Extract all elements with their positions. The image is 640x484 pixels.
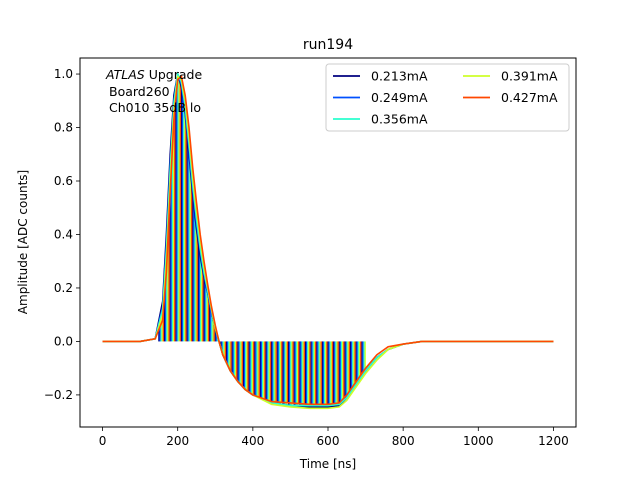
annotation-text: Upgrade xyxy=(145,67,203,82)
y-axis-label: Amplitude [ADC counts] xyxy=(16,170,30,314)
x-tick-label: 400 xyxy=(241,434,264,448)
annotation: ATLAS Upgrade Board260 Ch010 35dB lo xyxy=(105,67,202,115)
legend-label: 0.356mA xyxy=(371,112,428,127)
legend-label: 0.391mA xyxy=(501,69,558,84)
x-tick-label: 600 xyxy=(317,434,340,448)
x-tick-label: 200 xyxy=(166,434,189,448)
y-tick-label: −0.2 xyxy=(44,388,73,402)
y-tick-label: 0.0 xyxy=(54,334,73,348)
y-axis: −0.2 0.0 0.2 0.4 0.6 0.8 1.0 xyxy=(44,67,80,402)
y-tick-label: 0.2 xyxy=(54,281,73,295)
legend: 0.213mA 0.249mA 0.356mA 0.391mA 0.427mA xyxy=(325,63,570,132)
annotation-line-2: Board260 xyxy=(109,84,170,99)
x-axis-label: Time [ns] xyxy=(299,457,356,471)
series-samples-2 xyxy=(160,74,365,406)
chart-title: run194 xyxy=(303,37,353,53)
x-tick-label: 1000 xyxy=(463,434,494,448)
y-tick-label: 0.4 xyxy=(54,227,73,241)
annotation-line-3: Ch010 35dB lo xyxy=(109,100,201,115)
legend-label: 0.427mA xyxy=(501,90,558,105)
y-tick-label: 0.8 xyxy=(54,121,73,135)
y-tick-label: 0.6 xyxy=(54,174,73,188)
annotation-italic: ATLAS xyxy=(105,67,145,82)
x-tick-label: 1200 xyxy=(538,434,569,448)
series-samples-3 xyxy=(161,77,366,409)
x-tick-label: 800 xyxy=(392,434,415,448)
annotation-line-1: ATLAS Upgrade xyxy=(105,67,202,82)
y-tick-label: 1.0 xyxy=(54,67,73,81)
x-tick-label: 0 xyxy=(99,434,107,448)
series-samples-4 xyxy=(162,77,362,405)
plot-area xyxy=(102,71,554,410)
legend-label: 0.249mA xyxy=(371,90,428,105)
series-samples-0 xyxy=(158,84,363,407)
x-axis: 0 200 400 600 800 1000 1200 xyxy=(99,427,569,448)
legend-label: 0.213mA xyxy=(371,69,428,84)
legend-box xyxy=(325,63,570,132)
series-line-4 xyxy=(102,75,554,406)
